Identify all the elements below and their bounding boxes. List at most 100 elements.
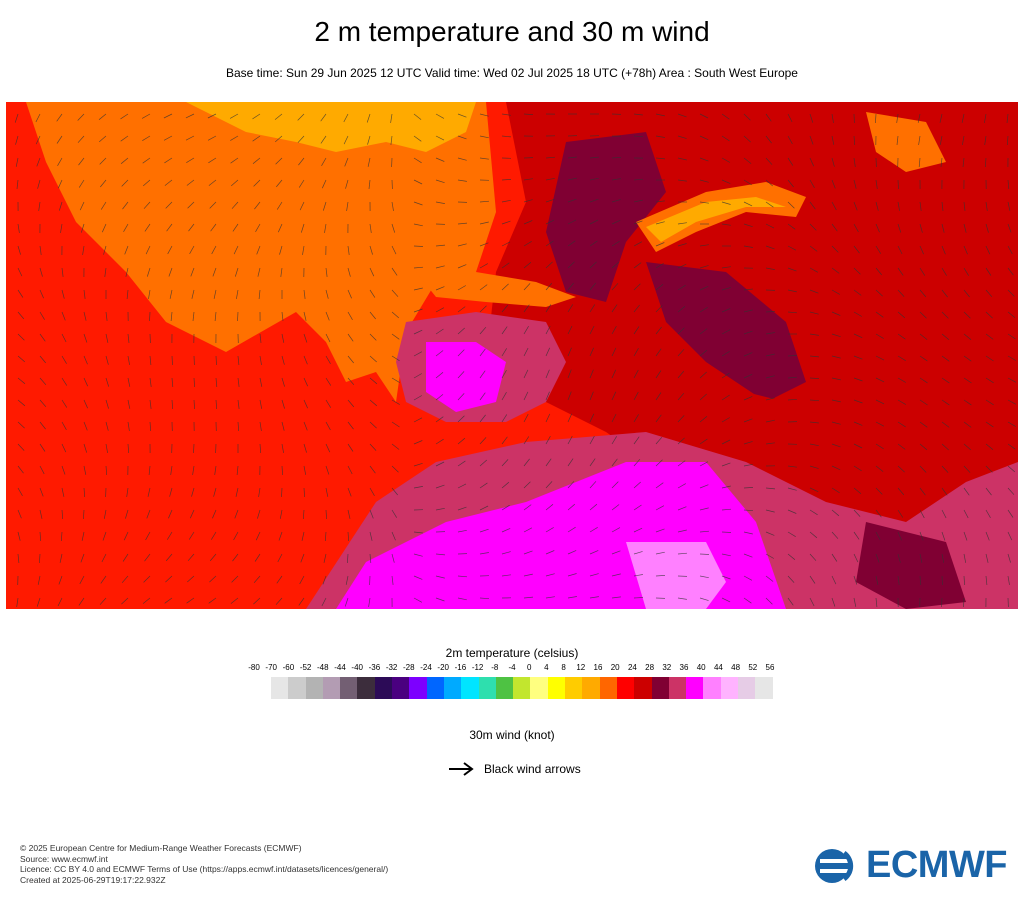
wind-arrow	[167, 245, 173, 255]
wind-arrow	[413, 351, 423, 357]
wind-arrow	[61, 487, 65, 497]
wind-arrow	[523, 178, 533, 181]
wind-arrow	[39, 289, 44, 299]
legend-tick-label: -32	[385, 663, 398, 672]
wind-arrow	[809, 443, 819, 447]
wind-arrow	[941, 311, 949, 319]
wind-arrow	[61, 465, 66, 475]
wind-arrow	[853, 597, 857, 607]
wind-arrow	[188, 531, 195, 540]
wind-arrow	[919, 531, 924, 541]
wind-arrow	[919, 267, 926, 276]
wind-arrow	[1006, 135, 1009, 146]
wind-arrow	[633, 597, 644, 599]
licence-line: Licence: CC BY 4.0 and ECMWF Terms of Us…	[20, 864, 389, 874]
logo-text: ECMWF	[866, 844, 1008, 886]
wind-arrow	[325, 355, 331, 364]
wind-arrow	[457, 285, 466, 291]
wind-arrow	[897, 531, 902, 541]
wind-arrow	[39, 509, 43, 519]
wind-arrow	[897, 487, 905, 496]
legend-swatch	[686, 677, 704, 699]
legend-tick-label: 0	[526, 663, 532, 672]
wind-arrow	[185, 113, 195, 119]
wind-arrow	[99, 597, 107, 605]
legend-tick-label: -36	[368, 663, 381, 672]
wind-arrow	[391, 245, 397, 255]
legend-swatch	[392, 677, 410, 699]
legend-tick-label: 48	[731, 663, 741, 672]
legend-tick-label: 56	[765, 663, 775, 672]
wind-arrow	[35, 135, 41, 145]
wind-arrow	[369, 509, 374, 519]
wind-arrow	[523, 436, 530, 445]
wind-arrow	[16, 597, 19, 607]
wind-arrow	[523, 199, 533, 203]
wind-arrow	[853, 575, 858, 585]
wind-arrow	[103, 245, 107, 255]
wind-arrow	[545, 325, 551, 335]
wind-arrow	[743, 531, 753, 535]
wind-arrow	[875, 355, 885, 361]
wind-arrow	[831, 311, 841, 316]
wind-arrow	[545, 481, 553, 489]
wind-arrow	[39, 465, 45, 475]
wind-arrow	[611, 573, 621, 577]
legend-ticks: -80 -70 -60 -52 -48 -44 -40 -36 -32 -28 -24 -20 -16-…	[0, 663, 1024, 675]
wind-arrow	[875, 113, 877, 124]
temperature-map[interactable]	[6, 102, 1018, 609]
wind-arrow	[347, 377, 355, 386]
wind-arrow	[721, 597, 731, 603]
wind-arrow	[233, 531, 239, 541]
wind-arrow	[145, 245, 151, 255]
wind-arrow	[721, 417, 730, 423]
wind-arrow	[633, 551, 643, 555]
wind-arrow	[298, 157, 305, 166]
wind-arrow	[567, 526, 576, 533]
wind-arrow	[721, 394, 730, 401]
wind-arrow	[390, 135, 393, 145]
wind-arrow	[985, 421, 994, 428]
wind-arrow	[501, 551, 511, 555]
wind-arrow	[277, 553, 283, 563]
wind-arrow	[325, 487, 329, 497]
legend-swatch	[322, 677, 341, 699]
wind-arrow	[611, 283, 619, 291]
wind-arrow	[123, 531, 129, 541]
wind-arrow	[699, 575, 709, 579]
wind-arrow	[985, 289, 993, 298]
wind-arrow	[391, 465, 399, 473]
wind-arrow	[501, 304, 509, 313]
wind-arrow	[191, 487, 195, 497]
legend-tick-label: -70	[265, 663, 277, 672]
wind-arrow	[325, 333, 331, 343]
wind-arrow	[633, 113, 643, 116]
wind-arrow	[677, 243, 687, 247]
wind-arrow	[985, 553, 989, 563]
wind-arrow	[809, 245, 818, 252]
wind-arrow	[809, 487, 819, 493]
wind-arrow	[919, 355, 928, 362]
wind-arrow	[941, 531, 946, 541]
wind-arrow	[391, 487, 398, 496]
wind-arrow	[413, 395, 422, 401]
wind-arrow	[633, 574, 643, 577]
wind-arrow	[325, 267, 328, 277]
wind-arrow	[104, 267, 107, 277]
wind-arrow	[963, 201, 966, 211]
wind-arrow	[633, 135, 644, 138]
wind-arrow	[479, 370, 486, 379]
wind-arrow	[281, 443, 284, 453]
wind-arrow	[831, 421, 841, 425]
wind-arrow	[258, 289, 261, 300]
wind-arrow	[523, 262, 532, 269]
legend-swatch	[720, 677, 739, 699]
wind-arrow	[567, 347, 572, 357]
wind-arrow	[257, 509, 261, 519]
alps-yellow-zone	[646, 197, 786, 242]
wind-arrow	[501, 459, 509, 467]
wind-arrow	[545, 347, 551, 357]
wind-arrow	[567, 325, 573, 335]
wind-arrow	[897, 179, 899, 190]
wind-arrow	[237, 377, 240, 387]
